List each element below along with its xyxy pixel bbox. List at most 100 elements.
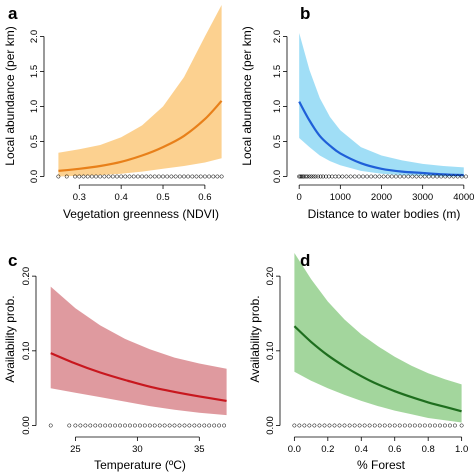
rug-point xyxy=(177,423,182,428)
rug-point xyxy=(402,423,407,428)
rug-point xyxy=(98,423,103,428)
rug-point xyxy=(110,174,115,179)
rug-point xyxy=(167,423,172,428)
rug-point xyxy=(305,174,310,179)
rug-point xyxy=(381,174,386,179)
x-tick-label: 0.4 xyxy=(355,444,368,455)
rug-point xyxy=(152,174,157,179)
rug-point xyxy=(148,174,153,179)
rug-point xyxy=(162,423,167,428)
rug-point xyxy=(427,423,432,428)
rug-point xyxy=(118,423,122,428)
x-tick-label: 0.2 xyxy=(321,444,334,455)
rug-point xyxy=(318,174,323,179)
rug-point xyxy=(321,174,325,179)
rug-point xyxy=(113,423,118,428)
rug-point xyxy=(437,423,442,428)
rug-point xyxy=(330,174,335,179)
rug-point xyxy=(207,423,212,428)
rug-point xyxy=(103,423,108,428)
fitted-line xyxy=(50,352,227,402)
rug-point xyxy=(418,174,423,179)
x-tick-label: 25 xyxy=(70,444,81,455)
rug-point xyxy=(106,174,111,179)
x-tick-label: 4000 xyxy=(453,192,474,203)
panel-label: c xyxy=(8,251,17,270)
rug-point xyxy=(108,423,113,428)
y-tick-label: 0.10 xyxy=(21,342,32,361)
rug-point xyxy=(177,174,182,179)
rug-point xyxy=(94,174,98,179)
rug-point xyxy=(389,174,394,179)
y-tick-label: 1.0 xyxy=(29,100,40,113)
rug-point xyxy=(422,423,427,428)
fitted-line xyxy=(58,100,223,172)
y-axis-title: Availability prob. xyxy=(248,295,262,382)
rug-point xyxy=(362,423,367,428)
rug-point xyxy=(89,174,94,179)
rug-point xyxy=(435,174,440,179)
x-tick-label: 2000 xyxy=(371,192,392,203)
rug-point xyxy=(361,174,365,179)
rug-point xyxy=(303,174,308,179)
rug-point xyxy=(157,423,162,428)
rug-point xyxy=(369,174,374,179)
rug-point xyxy=(307,174,312,179)
rug-point xyxy=(344,174,349,179)
rug-point xyxy=(336,174,341,179)
x-tick-label: 0.5 xyxy=(156,192,169,203)
x-axis-title: Vegetation greenness (NDVI) xyxy=(63,207,219,221)
y-axis-title: Availability prob. xyxy=(3,295,17,382)
rug-point xyxy=(83,423,88,428)
x-tick-label: 0.3 xyxy=(73,192,86,203)
rug-point xyxy=(198,174,203,179)
rug-point xyxy=(131,174,136,179)
x-tick-label: 3000 xyxy=(412,192,433,203)
rug-point xyxy=(207,174,212,179)
rug-point xyxy=(367,423,372,428)
rug-point xyxy=(127,423,132,428)
y-tick-label: 0.10 xyxy=(265,342,276,361)
confidence-band xyxy=(58,5,222,177)
rug-point xyxy=(127,174,132,179)
x-tick-label: 1000 xyxy=(330,192,351,203)
rug-point xyxy=(412,423,417,428)
rug-point xyxy=(463,174,468,179)
y-tick-label: 0.20 xyxy=(21,267,32,286)
rug-point xyxy=(64,174,69,179)
x-tick-label: 0 xyxy=(297,192,302,203)
rug-point xyxy=(137,423,142,428)
y-tick-label: 0.20 xyxy=(265,267,276,286)
rug-point xyxy=(67,423,72,428)
rug-point xyxy=(298,174,303,179)
y-tick-label: 1.5 xyxy=(29,65,40,78)
rug-point xyxy=(407,423,412,428)
x-tick-label: 0.8 xyxy=(422,444,435,455)
confidence-band xyxy=(294,253,462,423)
rug-point xyxy=(340,174,345,179)
rug-point xyxy=(313,174,318,179)
x-axis-title: Distance to water bodies (m) xyxy=(308,207,461,221)
rug-point xyxy=(356,174,361,179)
fitted-line xyxy=(298,101,464,177)
rug-point xyxy=(152,423,157,428)
rug-point xyxy=(165,174,170,179)
rug-point xyxy=(447,174,452,179)
rug-point xyxy=(300,174,305,179)
rug-point xyxy=(182,174,186,179)
x-tick-label: 0.0 xyxy=(288,444,301,455)
rug-point xyxy=(173,174,178,179)
rug-point xyxy=(172,423,177,428)
rug-point xyxy=(327,423,332,428)
rug-point xyxy=(222,423,227,428)
y-tick-label: 2.0 xyxy=(272,30,283,43)
rug-point xyxy=(398,174,402,179)
rug-point xyxy=(417,423,422,428)
panel-a: a Local abundance (per km) Vegetation gr… xyxy=(3,4,224,221)
x-tick-label: 0.6 xyxy=(388,444,401,455)
rug-point xyxy=(299,174,304,179)
rug-point xyxy=(147,423,152,428)
rug-point xyxy=(365,174,370,179)
rug-point xyxy=(382,423,387,428)
rug-point xyxy=(186,174,191,179)
